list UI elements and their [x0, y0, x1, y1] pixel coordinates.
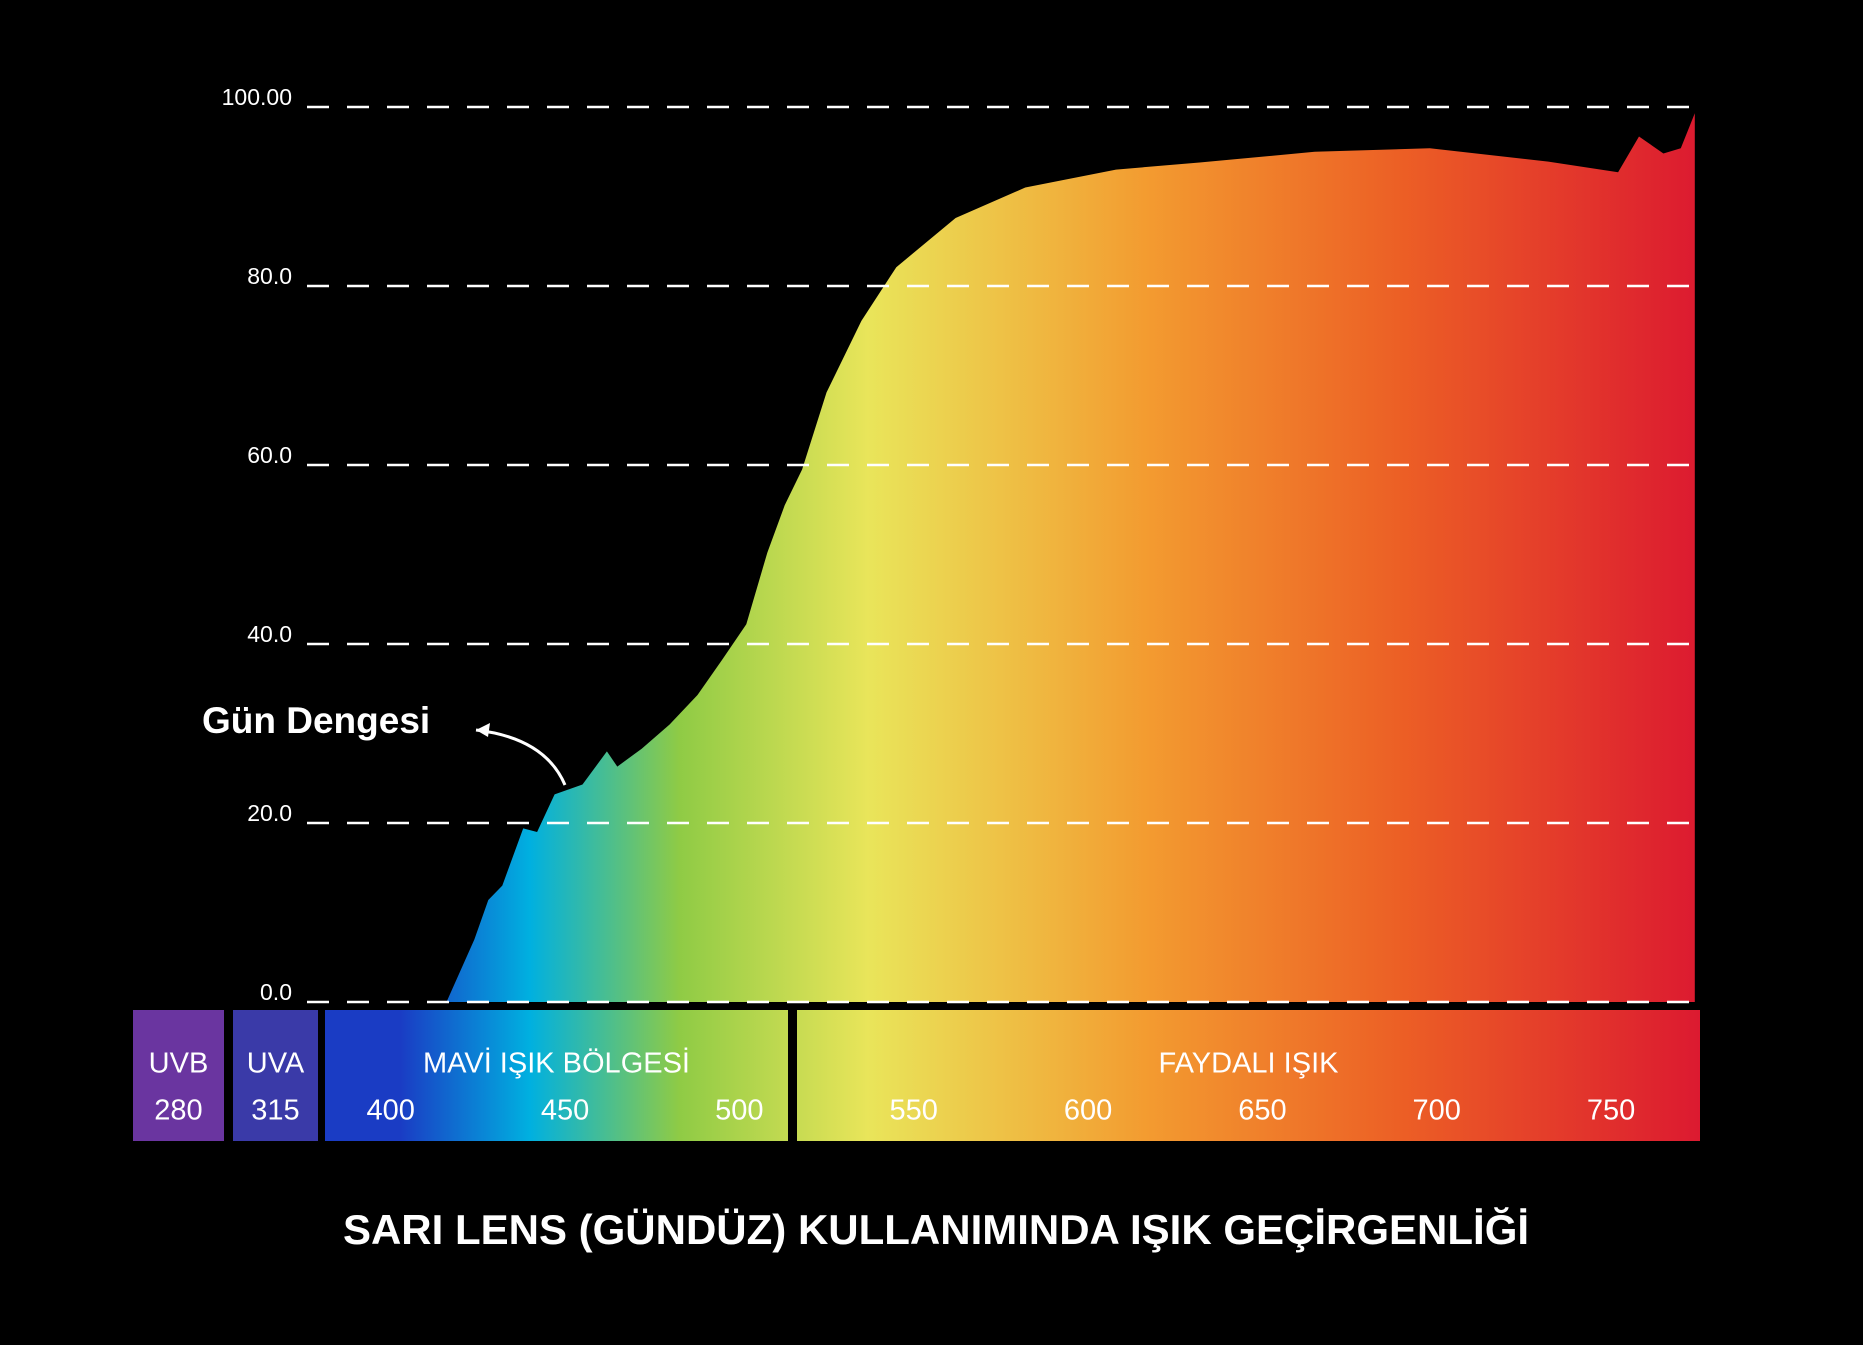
x-tick-label: 450 [541, 1095, 589, 1127]
y-tick-label: 60.0 [247, 442, 292, 468]
band-wavelength: 315 [251, 1095, 299, 1127]
band-box [325, 1010, 788, 1141]
annotation-arrowhead [476, 723, 490, 737]
band-box [133, 1010, 224, 1141]
y-tick-label: 20.0 [247, 800, 292, 826]
band-box [233, 1010, 318, 1141]
x-tick-label: 650 [1238, 1095, 1286, 1127]
x-tick-label: 550 [890, 1095, 938, 1127]
band-wavelength: 280 [154, 1095, 202, 1127]
x-tick-label: 700 [1413, 1095, 1461, 1127]
band-name: MAVİ IŞIK BÖLGESİ [423, 1047, 690, 1080]
x-tick-label: 750 [1587, 1095, 1635, 1127]
band-name: UVB [149, 1048, 209, 1080]
area [446, 113, 1695, 1003]
y-tick-label: 80.0 [247, 263, 292, 289]
x-tick-label: 600 [1064, 1095, 1112, 1127]
x-tick-label: 400 [366, 1095, 414, 1127]
x-tick-label: 500 [715, 1095, 763, 1127]
y-tick-label: 100.00 [222, 84, 292, 110]
band-box [797, 1010, 1700, 1141]
y-tick-label: 40.0 [247, 621, 292, 647]
annotation: Gün Dengesi [202, 700, 430, 741]
y-tick-label: 0.0 [260, 979, 292, 1005]
band-name: FAYDALI IŞIK [1159, 1048, 1340, 1080]
annotation-arrow [475, 728, 567, 786]
chart-title: SARI LENS (GÜNDÜZ) KULLANIMINDA IŞIK GEÇ… [343, 1206, 1529, 1253]
band-name: UVA [247, 1048, 305, 1080]
